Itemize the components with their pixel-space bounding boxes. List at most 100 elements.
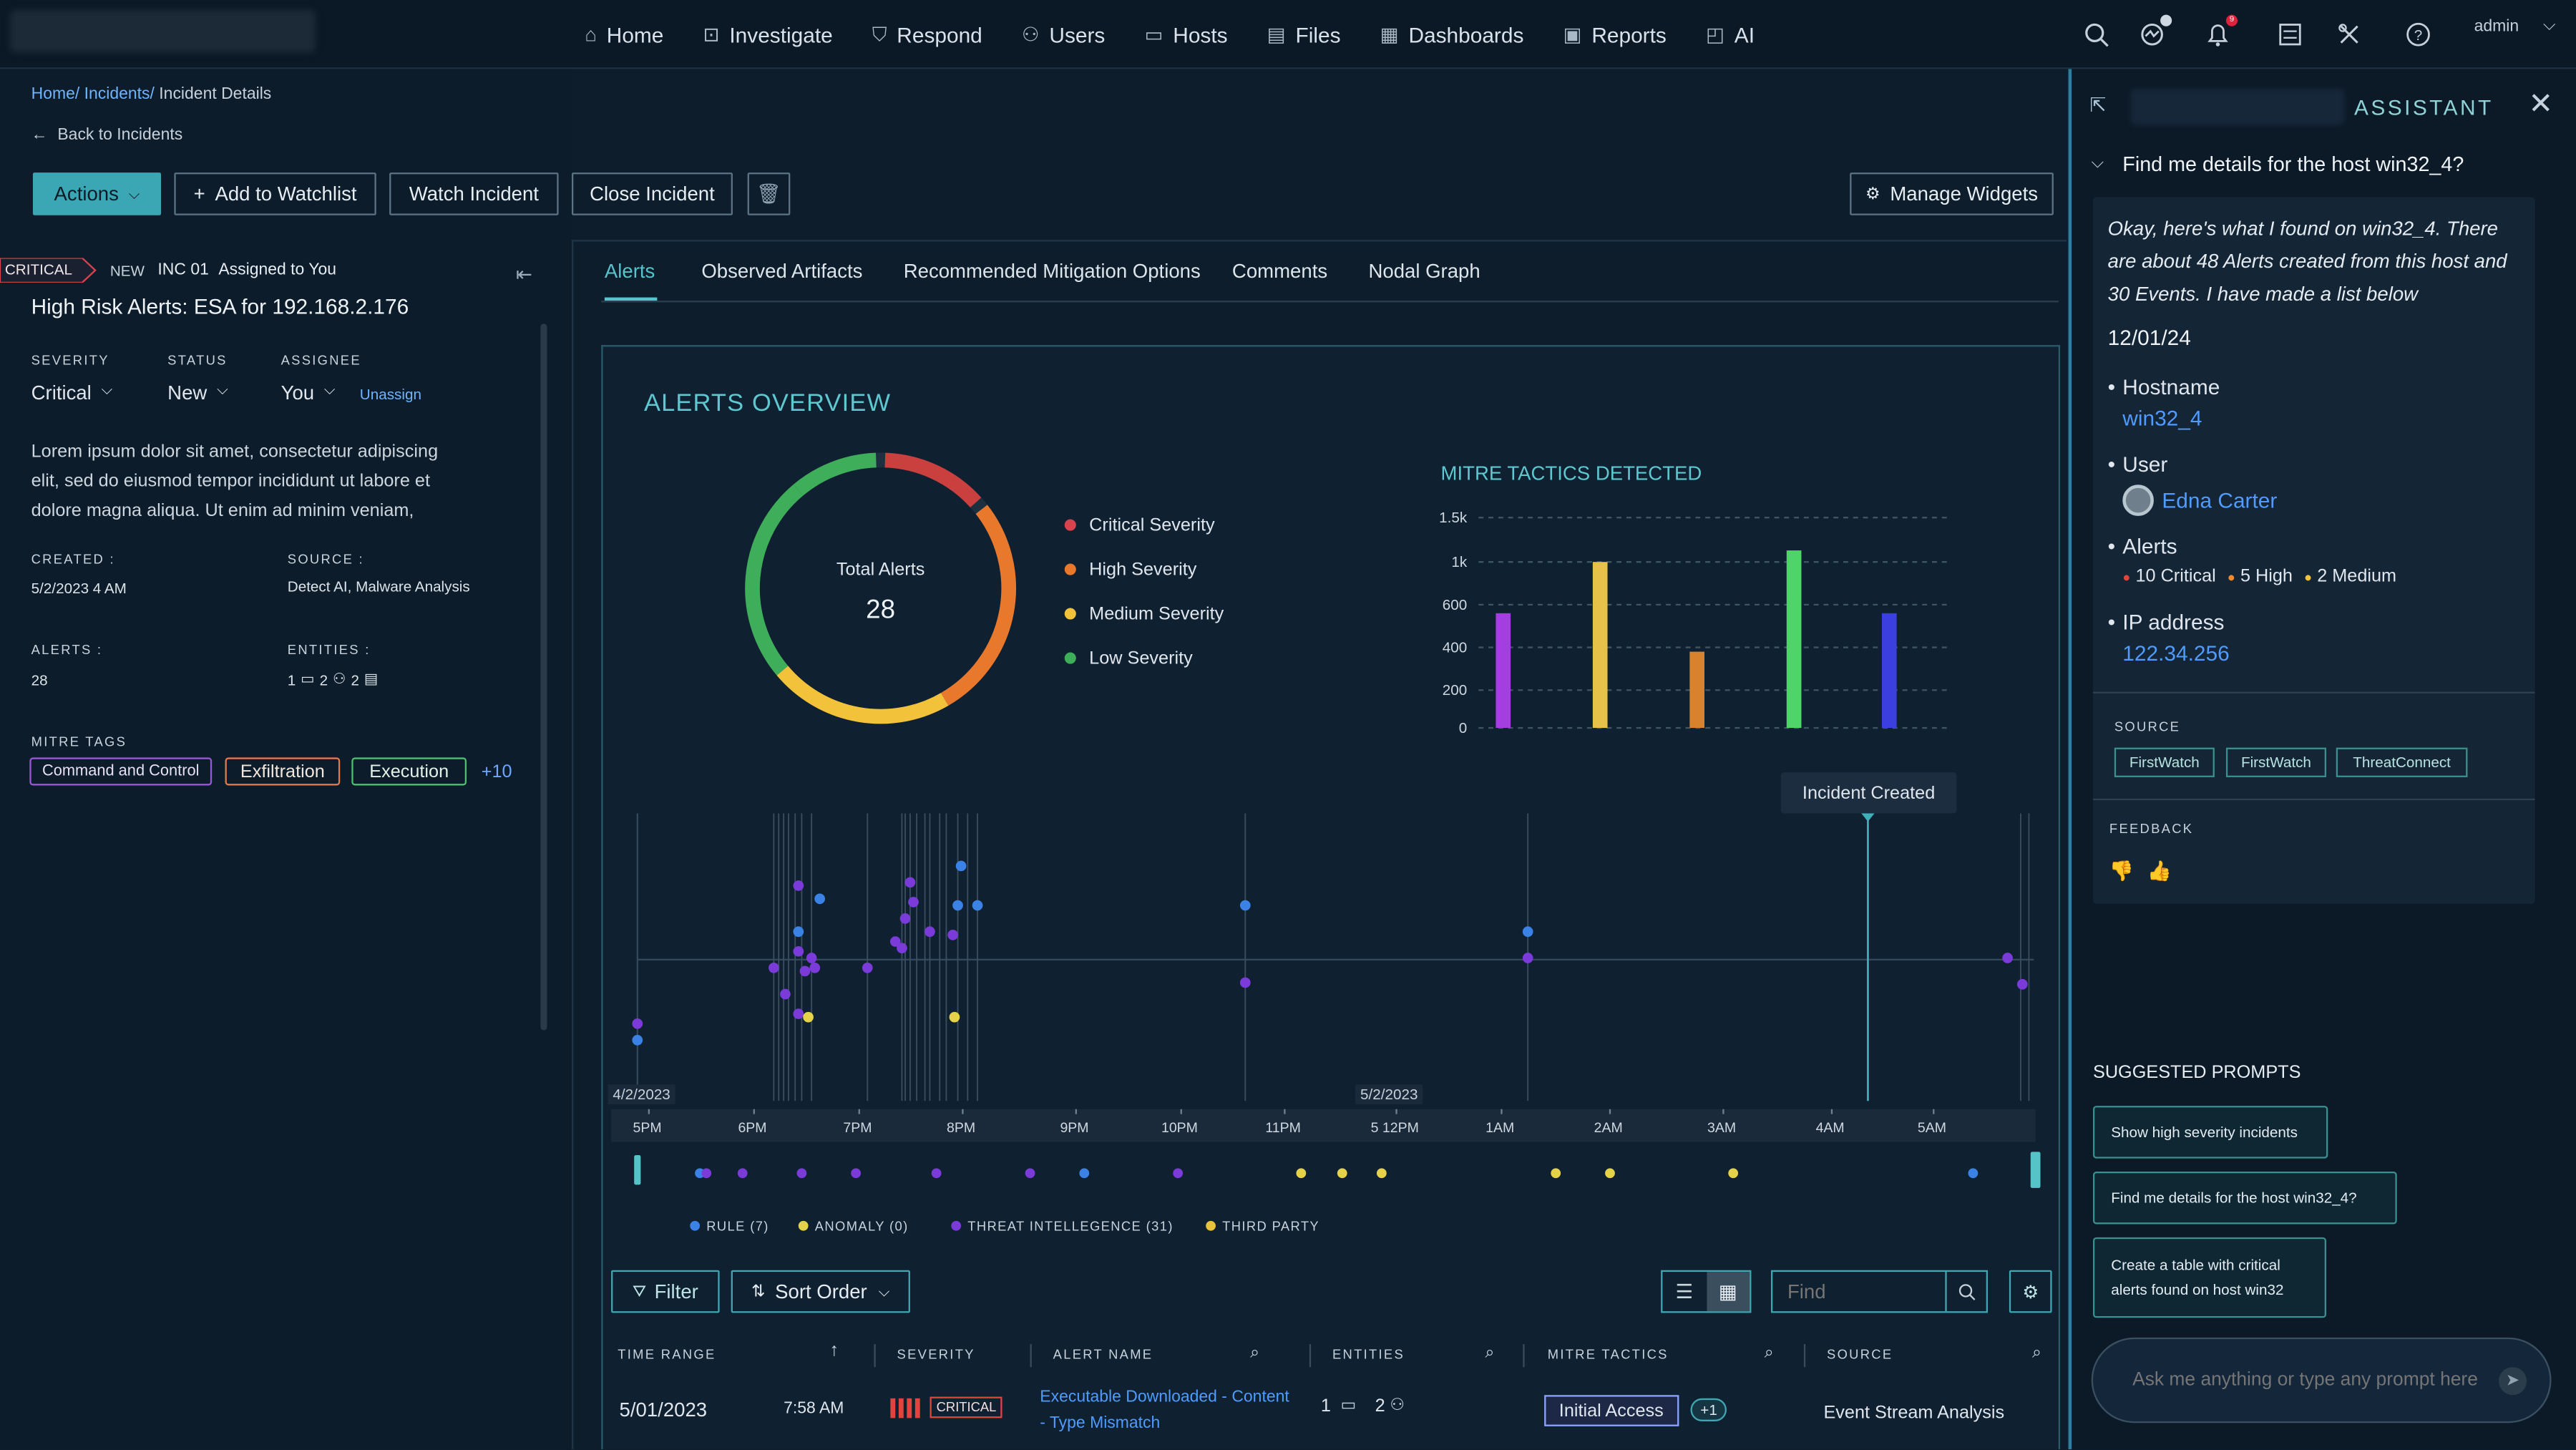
table-settings-button[interactable]: ⚙ [2009, 1270, 2052, 1313]
search-icon[interactable] [1945, 1272, 1986, 1312]
bar[interactable] [1496, 613, 1511, 729]
alert-name-link[interactable]: Executable Downloaded - Content [1040, 1388, 1289, 1407]
suggested-prompt[interactable]: Find me details for the host win32_4? [2092, 1171, 2397, 1225]
bar[interactable] [1689, 651, 1704, 729]
chevron-down-icon[interactable]: ⌵ [2543, 16, 2556, 35]
tab-observed-artifacts[interactable]: Observed Artifacts [701, 259, 863, 283]
nav-investigate[interactable]: ⊡ Investigate [703, 21, 833, 47]
mitre-tag[interactable]: Execution [351, 757, 467, 786]
timeline-event-dot[interactable] [780, 988, 791, 1000]
search-icon[interactable]: ⌕ [2032, 1344, 2041, 1363]
thumbs-down-icon[interactable]: 👎 [2109, 859, 2135, 882]
timeline-event-dot[interactable] [1239, 977, 1251, 988]
range-handle-right[interactable] [2030, 1152, 2041, 1188]
search-icon[interactable]: ⌕ [1764, 1344, 1774, 1363]
nav-respond[interactable]: ⛉ Respond [872, 21, 982, 47]
tools-icon[interactable] [2336, 21, 2363, 48]
breadcrumb-home[interactable]: Home/ [31, 85, 80, 104]
breadcrumb-incidents[interactable]: Incidents/ [84, 85, 155, 104]
column-header-source[interactable]: SOURCE [1827, 1347, 1893, 1363]
mitre-tag[interactable]: Exfiltration [225, 757, 341, 786]
nav-users[interactable]: ⚇ Users [1021, 21, 1106, 47]
table-view-icon[interactable]: ▦ [1706, 1272, 1750, 1312]
timeline-event-dot[interactable] [897, 943, 907, 954]
alert-name-link[interactable]: - Type Mismatch [1040, 1414, 1161, 1434]
actions-button[interactable]: Actions ⌵ [32, 172, 161, 215]
unassign-link[interactable]: Unassign [359, 386, 421, 403]
timeline-event-dot[interactable] [793, 945, 804, 957]
timeline-event-dot[interactable] [1239, 900, 1251, 911]
tab-nodal-graph[interactable]: Nodal Graph [1368, 259, 1480, 283]
timeline-event-dot[interactable] [793, 880, 804, 891]
status-dropdown[interactable]: New ⌵ [167, 381, 228, 404]
thumbs-up-icon[interactable]: 👍 [2147, 859, 2172, 882]
timeline-event-dot[interactable] [924, 926, 935, 938]
source-chip[interactable]: FirstWatch [2114, 747, 2215, 777]
search-icon[interactable]: ⌕ [1250, 1344, 1260, 1363]
nav-files[interactable]: ▤ Files [1267, 21, 1341, 47]
close-icon[interactable]: ✕ [2528, 87, 2554, 120]
nav-hosts[interactable]: ▭ Hosts [1144, 21, 1228, 47]
scrollbar[interactable] [540, 323, 547, 1031]
timeline-event-dot[interactable] [806, 953, 817, 963]
source-chip[interactable]: ThreatConnect [2336, 747, 2468, 777]
search-icon[interactable] [2083, 21, 2109, 48]
column-header-mitre-tactics[interactable]: MITRE TACTICS [1547, 1347, 1669, 1363]
mitre-tactic-tag[interactable]: Initial Access [1544, 1395, 1679, 1426]
timeline-event-dot[interactable] [904, 877, 916, 888]
timeline-event-dot[interactable] [799, 965, 811, 977]
timeline-event-dot[interactable] [769, 962, 779, 973]
alerts-timeline-chart[interactable]: 5PM 6PM 7PM 8PM 9PM 10PM 11PM 5 12PM 1AM 2AM 3AM 4A… [604, 813, 2050, 1224]
timeline-event-dot[interactable] [809, 962, 821, 973]
column-header-time-range[interactable]: TIME RANGE [618, 1347, 716, 1363]
timeline-event-dot[interactable] [862, 962, 873, 973]
timeline-event-dot[interactable] [889, 936, 901, 947]
list-view-icon[interactable]: ☰ [1675, 1280, 1694, 1303]
tab-alerts[interactable]: Alerts [604, 259, 655, 283]
more-tags-link[interactable]: +10 [481, 762, 512, 782]
timeline-event-dot[interactable] [952, 900, 963, 911]
sort-asc-icon[interactable]: ↑ [829, 1340, 839, 1361]
suggested-prompt[interactable]: Create a table with critical alerts foun… [2092, 1237, 2326, 1318]
bar[interactable] [1592, 562, 1608, 729]
column-header-entities[interactable]: ENTITIES [1332, 1347, 1405, 1363]
timeline-event-dot[interactable] [2002, 953, 2013, 963]
external-link-icon[interactable]: ⇱ [2089, 93, 2107, 117]
ip-link[interactable]: 122.34.256 [2122, 641, 2230, 666]
delete-button[interactable]: 🗑 [747, 172, 791, 215]
manage-widgets-button[interactable]: ⚙ Manage Widgets [1850, 172, 2054, 215]
bar[interactable] [1786, 550, 1802, 729]
nav-ai[interactable]: ◰ AI [1705, 21, 1755, 47]
column-header-alert-name[interactable]: ALERT NAME [1053, 1347, 1153, 1363]
timeline-event-dot[interactable] [793, 926, 804, 938]
bar[interactable] [1881, 613, 1897, 729]
user-link[interactable]: Edna Carter [2162, 487, 2278, 513]
timeline-event-dot[interactable] [949, 1011, 960, 1023]
tab-mitigation-options[interactable]: Recommended Mitigation Options [903, 259, 1201, 283]
range-handle-left[interactable] [634, 1155, 641, 1185]
nav-dashboards[interactable]: ▦ Dashboards [1380, 21, 1524, 47]
watch-incident-button[interactable]: Watch Incident [389, 172, 559, 215]
severity-dropdown[interactable]: Critical ⌵ [31, 381, 113, 404]
search-icon[interactable]: ⌕ [1485, 1344, 1495, 1363]
activity-icon[interactable] [2139, 21, 2168, 48]
nav-reports[interactable]: ▣ Reports [1563, 21, 1667, 47]
logo[interactable] [9, 9, 316, 53]
suggested-prompt[interactable]: Show high severity incidents [2092, 1106, 2328, 1159]
timeline-event-dot[interactable] [908, 897, 919, 908]
close-incident-button[interactable]: Close Incident [571, 172, 733, 215]
timeline-event-dot[interactable] [793, 1008, 804, 1019]
timeline-event-dot[interactable] [955, 860, 967, 872]
timeline-event-dot[interactable] [803, 1011, 814, 1023]
timeline-event-dot[interactable] [1522, 953, 1533, 963]
sort-order-dropdown[interactable]: ⇅ Sort Order ⌵ [731, 1270, 910, 1313]
user-menu[interactable]: admin [2474, 18, 2519, 37]
assistant-input[interactable] [2132, 1370, 2499, 1391]
collapse-panel-icon[interactable]: ⇤ [515, 263, 533, 286]
table-row[interactable]: 5/01/2023 7:58 AM CRITICAL Executable Do… [601, 1381, 2058, 1449]
timeline-event-dot[interactable] [947, 930, 958, 940]
timeline-event-dot[interactable] [972, 900, 983, 911]
timeline-event-dot[interactable] [632, 1034, 643, 1046]
back-link[interactable]: ← Back to Incidents [31, 126, 183, 145]
nav-home[interactable]: ⌂ Home [585, 21, 664, 47]
